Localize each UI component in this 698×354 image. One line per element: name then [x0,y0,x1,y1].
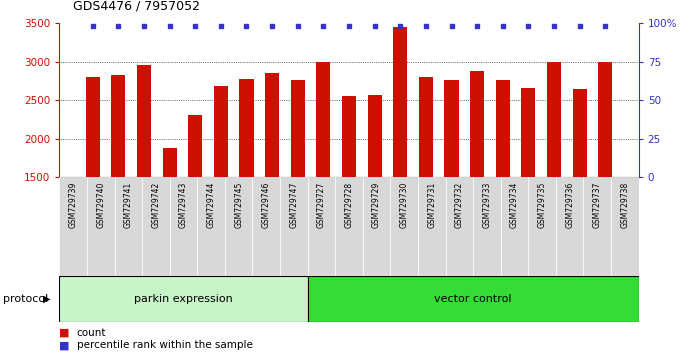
Bar [521,88,535,177]
Bar [598,62,612,177]
Text: GSM729738: GSM729738 [621,182,630,228]
Bar [239,79,253,177]
Bar [316,62,330,177]
Bar [214,86,228,177]
Bar [280,177,308,276]
Bar [137,64,151,177]
Bar [188,115,202,177]
Text: ▶: ▶ [43,294,51,304]
Bar [445,177,473,276]
Bar [111,75,126,177]
Text: GSM729745: GSM729745 [234,182,243,228]
Bar [528,177,556,276]
Text: GSM729743: GSM729743 [179,182,188,228]
Bar [59,177,87,276]
Bar [584,177,611,276]
Bar [290,80,305,177]
Bar [59,276,308,322]
Text: GSM729736: GSM729736 [565,182,574,228]
Bar [390,177,418,276]
Text: GSM729728: GSM729728 [345,182,353,228]
Bar [114,177,142,276]
Text: GSM729729: GSM729729 [372,182,381,228]
Bar [419,77,433,177]
Bar [225,177,253,276]
Bar [265,73,279,177]
Text: ■: ■ [59,340,70,350]
Bar [308,177,335,276]
Bar [335,177,363,276]
Bar [253,177,280,276]
Text: GSM729730: GSM729730 [400,182,408,228]
Bar [368,95,382,177]
Bar [87,177,114,276]
Text: GDS4476 / 7957052: GDS4476 / 7957052 [73,0,200,12]
Text: percentile rank within the sample: percentile rank within the sample [77,340,253,350]
Bar [556,177,584,276]
Bar [572,89,587,177]
Bar [142,177,170,276]
Text: GSM729741: GSM729741 [124,182,133,228]
Text: GSM729742: GSM729742 [151,182,161,228]
Text: parkin expression: parkin expression [134,294,233,304]
Bar [470,71,484,177]
Bar [473,177,500,276]
Bar [363,177,390,276]
Bar [342,96,356,177]
Text: GSM729727: GSM729727 [317,182,326,228]
Text: GSM729747: GSM729747 [290,182,298,228]
Bar [418,177,445,276]
Text: GSM729735: GSM729735 [537,182,547,228]
Bar [198,177,225,276]
Text: GSM729746: GSM729746 [262,182,271,228]
Text: protocol: protocol [3,294,49,304]
Text: GSM729734: GSM729734 [510,182,519,228]
Text: GSM729740: GSM729740 [96,182,105,228]
Text: GSM729732: GSM729732 [455,182,464,228]
Text: GSM729737: GSM729737 [593,182,602,228]
Bar [547,62,561,177]
Bar [445,80,459,177]
Text: ■: ■ [59,328,70,338]
Text: count: count [77,328,106,338]
Text: vector control: vector control [434,294,512,304]
Text: GSM729739: GSM729739 [68,182,77,228]
Bar [611,177,639,276]
Text: GSM729733: GSM729733 [482,182,491,228]
Bar [86,77,100,177]
Text: GSM729744: GSM729744 [207,182,216,228]
Text: GSM729731: GSM729731 [427,182,436,228]
Bar [393,27,408,177]
Bar [170,177,198,276]
Bar [163,148,177,177]
Bar [496,80,510,177]
Bar [308,276,639,322]
Bar [500,177,528,276]
